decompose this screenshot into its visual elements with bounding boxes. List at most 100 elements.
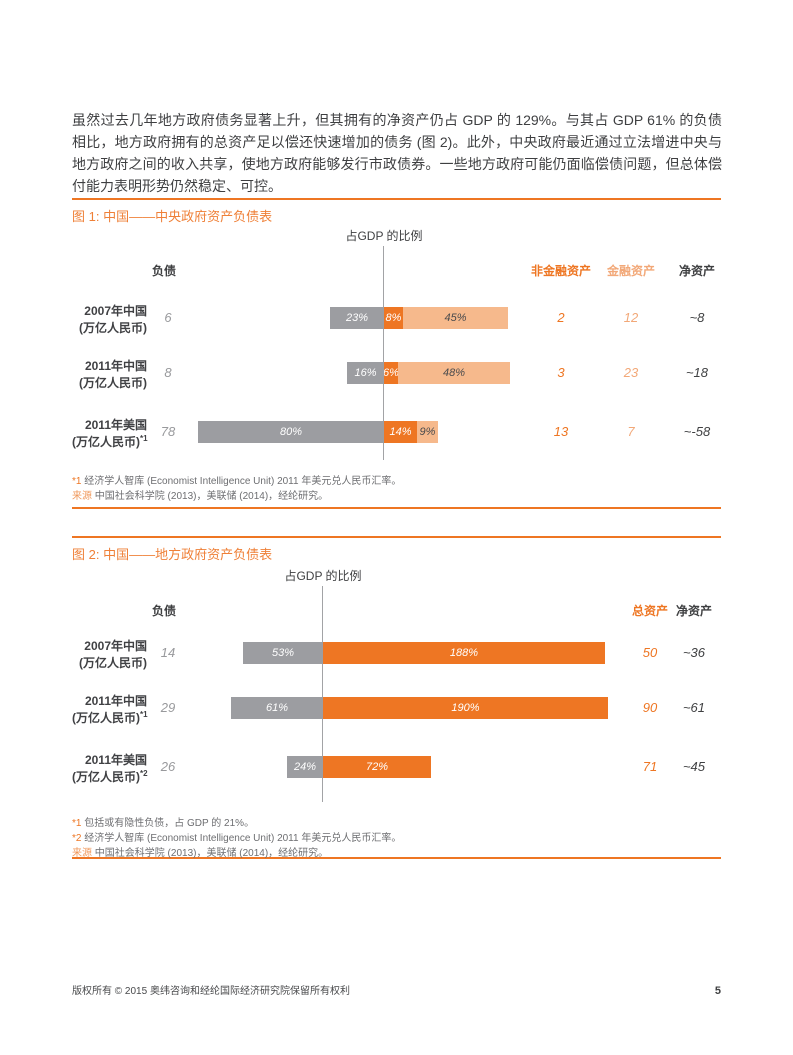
- source-text: 中国社会科学院 (2013)，美联储 (2014)，经纶研究。: [92, 848, 329, 859]
- page-footer: 版权所有 © 2015 奥纬咨询和经纶国际经济研究院保留所有权利 5: [72, 982, 721, 997]
- figure-2-liabilities-value: 26: [160, 759, 176, 774]
- bar-segment-total-assets: 72%: [323, 756, 431, 778]
- bar-segment-liabilities: 23%: [330, 307, 384, 329]
- source-label: 来源: [72, 848, 92, 859]
- bar-segment-financial-assets: 9%: [417, 421, 438, 443]
- bar-segment-financial-assets: 45%: [403, 307, 508, 329]
- figure-2-bar-row3-liabilities: 24%: [287, 756, 323, 778]
- figure-1-bar-row2-assets: 6% 48%: [384, 362, 510, 384]
- figure-1-bar-row3-liabilities: 80%: [198, 421, 384, 443]
- figure-1-bar-row3-assets: 14% 9%: [384, 421, 438, 443]
- row-unit: (万亿人民币): [72, 711, 140, 725]
- footnote-marker: *2: [72, 833, 82, 844]
- row-unit: (万亿人民币): [79, 321, 147, 335]
- figure-2-bar-row1-liabilities: 53%: [243, 642, 323, 664]
- source-label: 来源: [72, 491, 92, 502]
- figure-2-net-value: ~45: [682, 759, 706, 774]
- copyright-text: 版权所有 © 2015 奥纬咨询和经纶国际经济研究院保留所有权利: [72, 986, 350, 997]
- row-year: 2011年中国: [84, 359, 147, 373]
- intro-paragraph: 虽然过去几年地方政府债务显著上升，但其拥有的净资产仍占 GDP 的 129%。与…: [72, 112, 722, 194]
- figure-2-axis-label: 占GDP 的比例: [284, 569, 362, 583]
- row-unit: (万亿人民币): [79, 656, 147, 670]
- figure-1-net-value: ~8: [689, 310, 705, 325]
- figure-2-net-value: ~61: [682, 700, 706, 715]
- row-unit: (万亿人民币): [79, 376, 147, 390]
- figure-2-title: 图 2: 中国——地方政府资产负债表: [72, 547, 273, 562]
- figure-2-row-label-2011-china: 2011年中国 (万亿人民币)*1: [72, 694, 148, 725]
- figure-2-header-net-assets: 净资产: [675, 604, 712, 618]
- row-year: 2007年中国: [84, 304, 147, 318]
- figure-2-header-total-assets: 总资产: [631, 604, 668, 618]
- figure-1-nonfinancial-value: 2: [557, 310, 565, 325]
- figure-2-bar-row2-liabilities: 61%: [231, 697, 323, 719]
- row-year: 2011年美国: [84, 418, 147, 432]
- row-footnote-ref: *1: [140, 710, 148, 719]
- source-text: 中国社会科学院 (2013)，美联储 (2014)，经纶研究。: [92, 491, 329, 502]
- figure-1-nonfinancial-value: 3: [557, 365, 565, 380]
- bar-segment-liabilities: 61%: [231, 697, 323, 719]
- figure-1-financial-value: 23: [623, 365, 639, 380]
- bar-segment-total-assets: 188%: [323, 642, 605, 664]
- row-unit: (万亿人民币): [72, 770, 140, 784]
- figure-2-liabilities-value: 14: [160, 645, 176, 660]
- footnote-marker: *1: [72, 476, 82, 487]
- figure-2-total-assets-value: 90: [642, 700, 658, 715]
- figure-2-bar-row3-assets: 72%: [323, 756, 431, 778]
- figure-2-axis-line: [322, 586, 323, 802]
- bar-segment-nonfinancial-assets: 14%: [384, 421, 417, 443]
- figure-2-row-label-2007-china: 2007年中国 (万亿人民币): [72, 639, 147, 670]
- figure-2-net-value: ~36: [682, 645, 706, 660]
- figure-1-net-value: ~-58: [683, 424, 711, 439]
- figure-1-bar-row1-assets: 8% 45%: [384, 307, 508, 329]
- figure-1-financial-value: 7: [627, 424, 635, 439]
- bar-segment-liabilities: 80%: [198, 421, 384, 443]
- figure-1-axis-label: 占GDP 的比例: [345, 229, 423, 243]
- bar-segment-liabilities: 16%: [347, 362, 384, 384]
- figure-1-bar-row2-liabilities: 16%: [347, 362, 384, 384]
- figure-1-financial-value: 12: [623, 310, 639, 325]
- figure-1-row-label-2007-china: 2007年中国 (万亿人民币): [72, 304, 147, 335]
- bar-segment-total-assets: 190%: [323, 697, 608, 719]
- figure-2-bar-row1-assets: 188%: [323, 642, 605, 664]
- figure-1-title: 图 1: 中国——中央政府资产负债表: [72, 209, 273, 224]
- figure-1-source: 来源 中国社会科学院 (2013)，美联储 (2014)，经纶研究。: [72, 487, 328, 502]
- row-footnote-ref: *1: [140, 434, 148, 443]
- figure-1-header-financial-assets: 金融资产: [606, 264, 655, 278]
- page-number: 5: [714, 985, 721, 997]
- figure-2-row-label-2011-us: 2011年美国 (万亿人民币)*2: [72, 753, 148, 784]
- figure-1-footnote-1: *1 经济学人智库 (Economist Intelligence Unit) …: [72, 472, 401, 487]
- figure-1-bar-row1-liabilities: 23%: [330, 307, 384, 329]
- figure-1-header-net-assets: 净资产: [678, 264, 715, 278]
- bar-segment-liabilities: 24%: [287, 756, 323, 778]
- footnote-text: 包括或有隐性负债，占 GDP 的 21%。: [81, 818, 255, 829]
- figure-1-header-nonfinancial-assets: 非金融资产: [530, 264, 591, 278]
- figure-2-footnote-1: *1 包括或有隐性负债，占 GDP 的 21%。: [72, 814, 254, 829]
- figure-1-liabilities-value: 8: [164, 365, 172, 380]
- footnote-text: 经济学人智库 (Economist Intelligence Unit) 201…: [81, 476, 402, 487]
- figure-1-central-government-balance-sheet: 图 1: 中国——中央政府资产负债表 占GDP 的比例 负债 非金融资产 金融资…: [72, 198, 721, 509]
- figure-1-nonfinancial-value: 13: [553, 424, 569, 439]
- figure-1-row-label-2011-china: 2011年中国 (万亿人民币): [72, 359, 147, 390]
- figure-2-total-assets-value: 71: [642, 759, 658, 774]
- figure-2-bar-row2-assets: 190%: [323, 697, 608, 719]
- figure-2-source: 来源 中国社会科学院 (2013)，美联储 (2014)，经纶研究。: [72, 844, 328, 859]
- footnote-marker: *1: [72, 818, 82, 829]
- footnote-text: 经济学人智库 (Economist Intelligence Unit) 201…: [81, 833, 402, 844]
- figure-2-liabilities-value: 29: [160, 700, 176, 715]
- figure-2-footnote-2: *2 经济学人智库 (Economist Intelligence Unit) …: [72, 829, 401, 844]
- bar-segment-nonfinancial-assets: 6%: [384, 362, 398, 384]
- bar-segment-financial-assets: 48%: [398, 362, 510, 384]
- figure-1-header-liabilities: 负债: [151, 264, 176, 278]
- bar-segment-liabilities: 53%: [243, 642, 323, 664]
- figure-2-header-liabilities: 负债: [151, 604, 176, 618]
- figure-1-axis-line: [383, 246, 384, 460]
- figure-1-net-value: ~18: [685, 365, 709, 380]
- figure-1-row-label-2011-us: 2011年美国 (万亿人民币)*1: [72, 418, 148, 449]
- figure-1-liabilities-value: 6: [164, 310, 172, 325]
- row-year: 2007年中国: [84, 639, 147, 653]
- row-footnote-ref: *2: [140, 769, 148, 778]
- figure-2-local-government-balance-sheet: 图 2: 中国——地方政府资产负债表 占GDP 的比例 负债 总资产 净资产 2…: [72, 536, 721, 859]
- figure-1-liabilities-value: 78: [160, 424, 176, 439]
- bar-segment-nonfinancial-assets: 8%: [384, 307, 403, 329]
